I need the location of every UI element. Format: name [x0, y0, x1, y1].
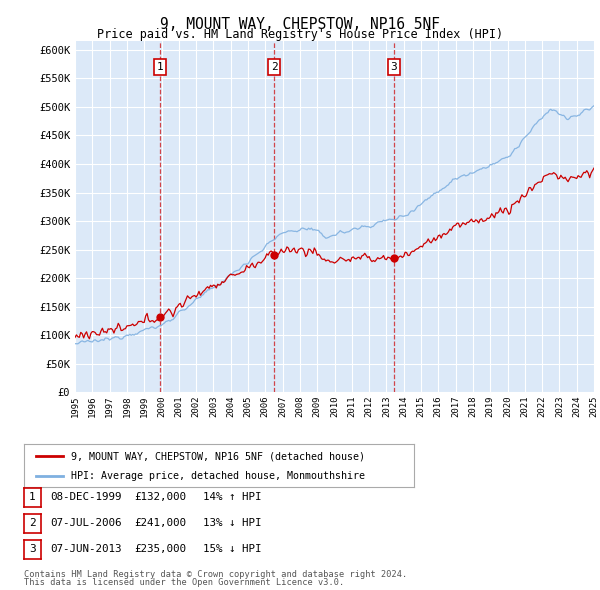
Text: £241,000: £241,000: [134, 519, 186, 528]
Text: HPI: Average price, detached house, Monmouthshire: HPI: Average price, detached house, Monm…: [71, 471, 365, 481]
Text: £132,000: £132,000: [134, 493, 186, 502]
Text: £235,000: £235,000: [134, 545, 186, 554]
Text: 9, MOUNT WAY, CHEPSTOW, NP16 5NF: 9, MOUNT WAY, CHEPSTOW, NP16 5NF: [160, 17, 440, 31]
Text: 3: 3: [391, 62, 397, 72]
Text: 2: 2: [29, 519, 36, 528]
Text: 2: 2: [271, 62, 278, 72]
Text: Contains HM Land Registry data © Crown copyright and database right 2024.: Contains HM Land Registry data © Crown c…: [24, 570, 407, 579]
Text: 1: 1: [29, 493, 36, 502]
Text: 13% ↓ HPI: 13% ↓ HPI: [203, 519, 262, 528]
Text: 9, MOUNT WAY, CHEPSTOW, NP16 5NF (detached house): 9, MOUNT WAY, CHEPSTOW, NP16 5NF (detach…: [71, 451, 365, 461]
Text: 15% ↓ HPI: 15% ↓ HPI: [203, 545, 262, 554]
Text: 07-JUN-2013: 07-JUN-2013: [50, 545, 121, 554]
Text: 07-JUL-2006: 07-JUL-2006: [50, 519, 121, 528]
Text: 08-DEC-1999: 08-DEC-1999: [50, 493, 121, 502]
Text: 3: 3: [29, 545, 36, 554]
Text: This data is licensed under the Open Government Licence v3.0.: This data is licensed under the Open Gov…: [24, 578, 344, 587]
Text: 1: 1: [157, 62, 163, 72]
Text: 14% ↑ HPI: 14% ↑ HPI: [203, 493, 262, 502]
Text: Price paid vs. HM Land Registry's House Price Index (HPI): Price paid vs. HM Land Registry's House …: [97, 28, 503, 41]
